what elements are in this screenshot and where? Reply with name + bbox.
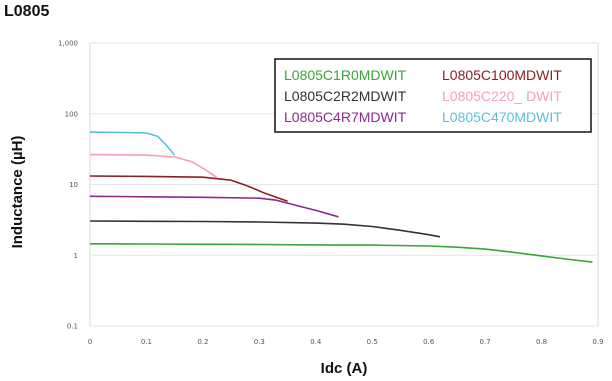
x-axis-title: Idc (A) [321, 360, 368, 377]
y-tick-label: 100 [65, 110, 78, 118]
legend-box [274, 58, 592, 133]
legend-entry: L0805C4R7MDWIT [284, 109, 407, 125]
y-tick-label: 0.1 [67, 323, 78, 331]
series-line-1 [89, 243, 593, 263]
y-axis-title: Inductance (µH) [9, 136, 26, 249]
legend: L0805C1R0MDWIT L0805C2R2MDWIT L0805C4R7MDW… [274, 58, 592, 133]
tick-labels: 0.1 1 10 100 1,000 0 0.1 0.2 0.3 0.4 0.5 0.6 0.7 0.8 0… [58, 40, 604, 347]
series-line-6 [89, 131, 176, 156]
series-line-2 [89, 220, 441, 238]
series-layer [89, 131, 593, 263]
legend-entry: L0805C470MDWIT [442, 109, 562, 125]
series-line-4 [89, 175, 288, 202]
legend-entry: L0805C2R2MDWIT [284, 88, 407, 104]
x-tick-label: 0.7 [480, 338, 491, 346]
legend-entry: L0805C1R0MDWIT [284, 67, 407, 83]
y-tick-label: 10 [69, 181, 78, 189]
x-tick-label: 0.1 [141, 338, 152, 346]
x-tick-label: 0 [88, 338, 92, 346]
x-tick-label: 0.2 [197, 338, 208, 346]
x-tick-label: 0.6 [423, 338, 435, 346]
y-tick-label: 1 [74, 252, 78, 260]
x-tick-label: 0.3 [254, 338, 265, 346]
page-title: L0805 [4, 3, 50, 20]
x-tick-label: 0.4 [310, 338, 322, 346]
series-line-5 [89, 153, 218, 179]
x-tick-label: 0.9 [592, 338, 603, 346]
x-tick-label: 0.8 [536, 338, 547, 346]
legend-entry: L0805C100MDWIT [442, 67, 562, 83]
y-tick-label: 1,000 [58, 40, 78, 48]
legend-entry: L0805C220_ DWIT [442, 88, 562, 104]
x-tick-label: 0.5 [367, 338, 378, 346]
series-line-3 [89, 195, 339, 218]
